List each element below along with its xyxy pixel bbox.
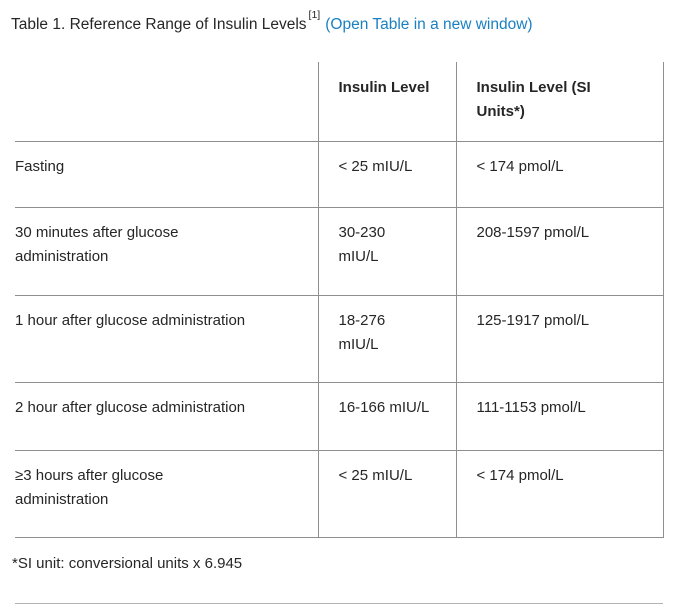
open-table-link[interactable]: (Open Table in a new window): [325, 16, 533, 34]
table-row: 1 hour after glucose administration 18-2…: [15, 295, 664, 383]
table-caption: Table 1. Reference Range of Insulin Leve…: [11, 9, 685, 36]
table-row: ≥3 hours after glucose administration < …: [15, 450, 664, 538]
insulin-level-cell: < 25 mIU/L: [317, 141, 456, 208]
header-empty-cell: [15, 62, 318, 142]
si-units-cell: 111-1153 pmol/L: [455, 382, 664, 451]
insulin-level-cell: < 25 mIU/L: [317, 450, 456, 538]
si-units-cell: < 174 pmol/L: [455, 141, 664, 208]
header-insulin-level: Insulin Level: [317, 62, 456, 142]
table-caption-text: Table 1. Reference Range of Insulin Leve…: [11, 16, 307, 34]
si-unit-footnote: *SI unit: conversional units x 6.945: [12, 554, 243, 572]
row-label-cell: ≥3 hours after glucose administration: [15, 450, 318, 538]
table-row: 2 hour after glucose administration 16-1…: [15, 382, 664, 451]
row-label-cell: 1 hour after glucose administration: [15, 295, 318, 383]
table-row: Fasting < 25 mIU/L < 174 pmol/L: [15, 141, 664, 208]
insulin-reference-table: Insulin Level Insulin Level (SI Units*) …: [15, 62, 664, 538]
row-label-cell: 2 hour after glucose administration: [15, 382, 318, 451]
table-row: 30 minutes after glucose administration …: [15, 207, 664, 296]
bottom-divider: [15, 602, 663, 604]
si-units-cell: 208-1597 pmol/L: [455, 207, 664, 296]
table-header-row: Insulin Level Insulin Level (SI Units*): [15, 62, 664, 142]
insulin-level-cell: 30-230 mIU/L: [317, 207, 456, 296]
header-insulin-level-si: Insulin Level (SI Units*): [455, 62, 664, 142]
insulin-level-cell: 18-276 mIU/L: [317, 295, 456, 383]
page: Table 1. Reference Range of Insulin Leve…: [0, 9, 685, 614]
insulin-level-cell: 16-166 mIU/L: [317, 382, 456, 451]
row-label-cell: 30 minutes after glucose administration: [15, 207, 318, 296]
si-units-cell: < 174 pmol/L: [455, 450, 664, 538]
row-label-cell: Fasting: [15, 141, 318, 208]
si-units-cell: 125-1917 pmol/L: [455, 295, 664, 383]
reference-superscript: [1]: [308, 9, 321, 21]
